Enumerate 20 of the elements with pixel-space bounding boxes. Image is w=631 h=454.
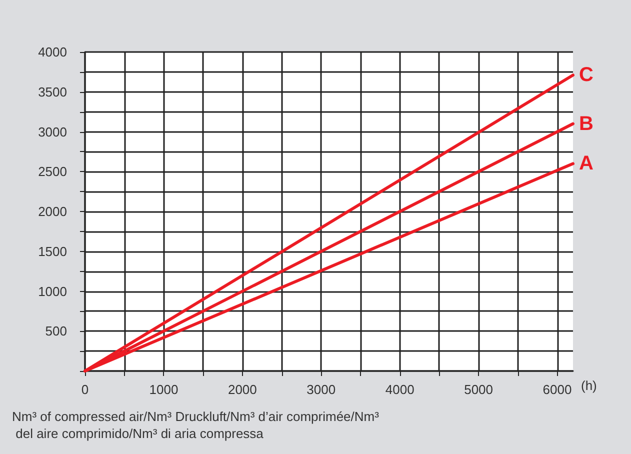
series-label: A [579,152,594,175]
y-tick-label: 1000 [38,284,67,299]
x-tick-label: 6000 [542,382,572,397]
series-label: C [579,64,594,86]
x-tick-label: 4000 [385,382,414,397]
x-tick-label: 0 [81,382,89,397]
y-tick-label: 3500 [38,84,67,100]
y-tick-label: 2000 [38,204,67,219]
y-tick-label: 3000 [38,124,67,140]
x-axis-title: (h) [581,378,597,393]
y-tick-label: 2500 [38,164,67,180]
y-tick-label: 4000 [38,44,67,60]
series-label: B [579,112,594,135]
x-tick-label: 1000 [149,382,178,397]
x-tick-label: 3000 [306,382,336,397]
x-tick-label: 2000 [228,382,257,397]
x-tick-label: 5000 [464,382,494,397]
text: Nm³ of compressed air/Nm³ Druckluft/Nm³ d’air comprimée/Nm³ del aire comprimido/Nm³ di aria compressa [12,409,380,441]
y-tick-label: 1500 [38,244,67,259]
y-tick-label: 500 [45,324,67,339]
